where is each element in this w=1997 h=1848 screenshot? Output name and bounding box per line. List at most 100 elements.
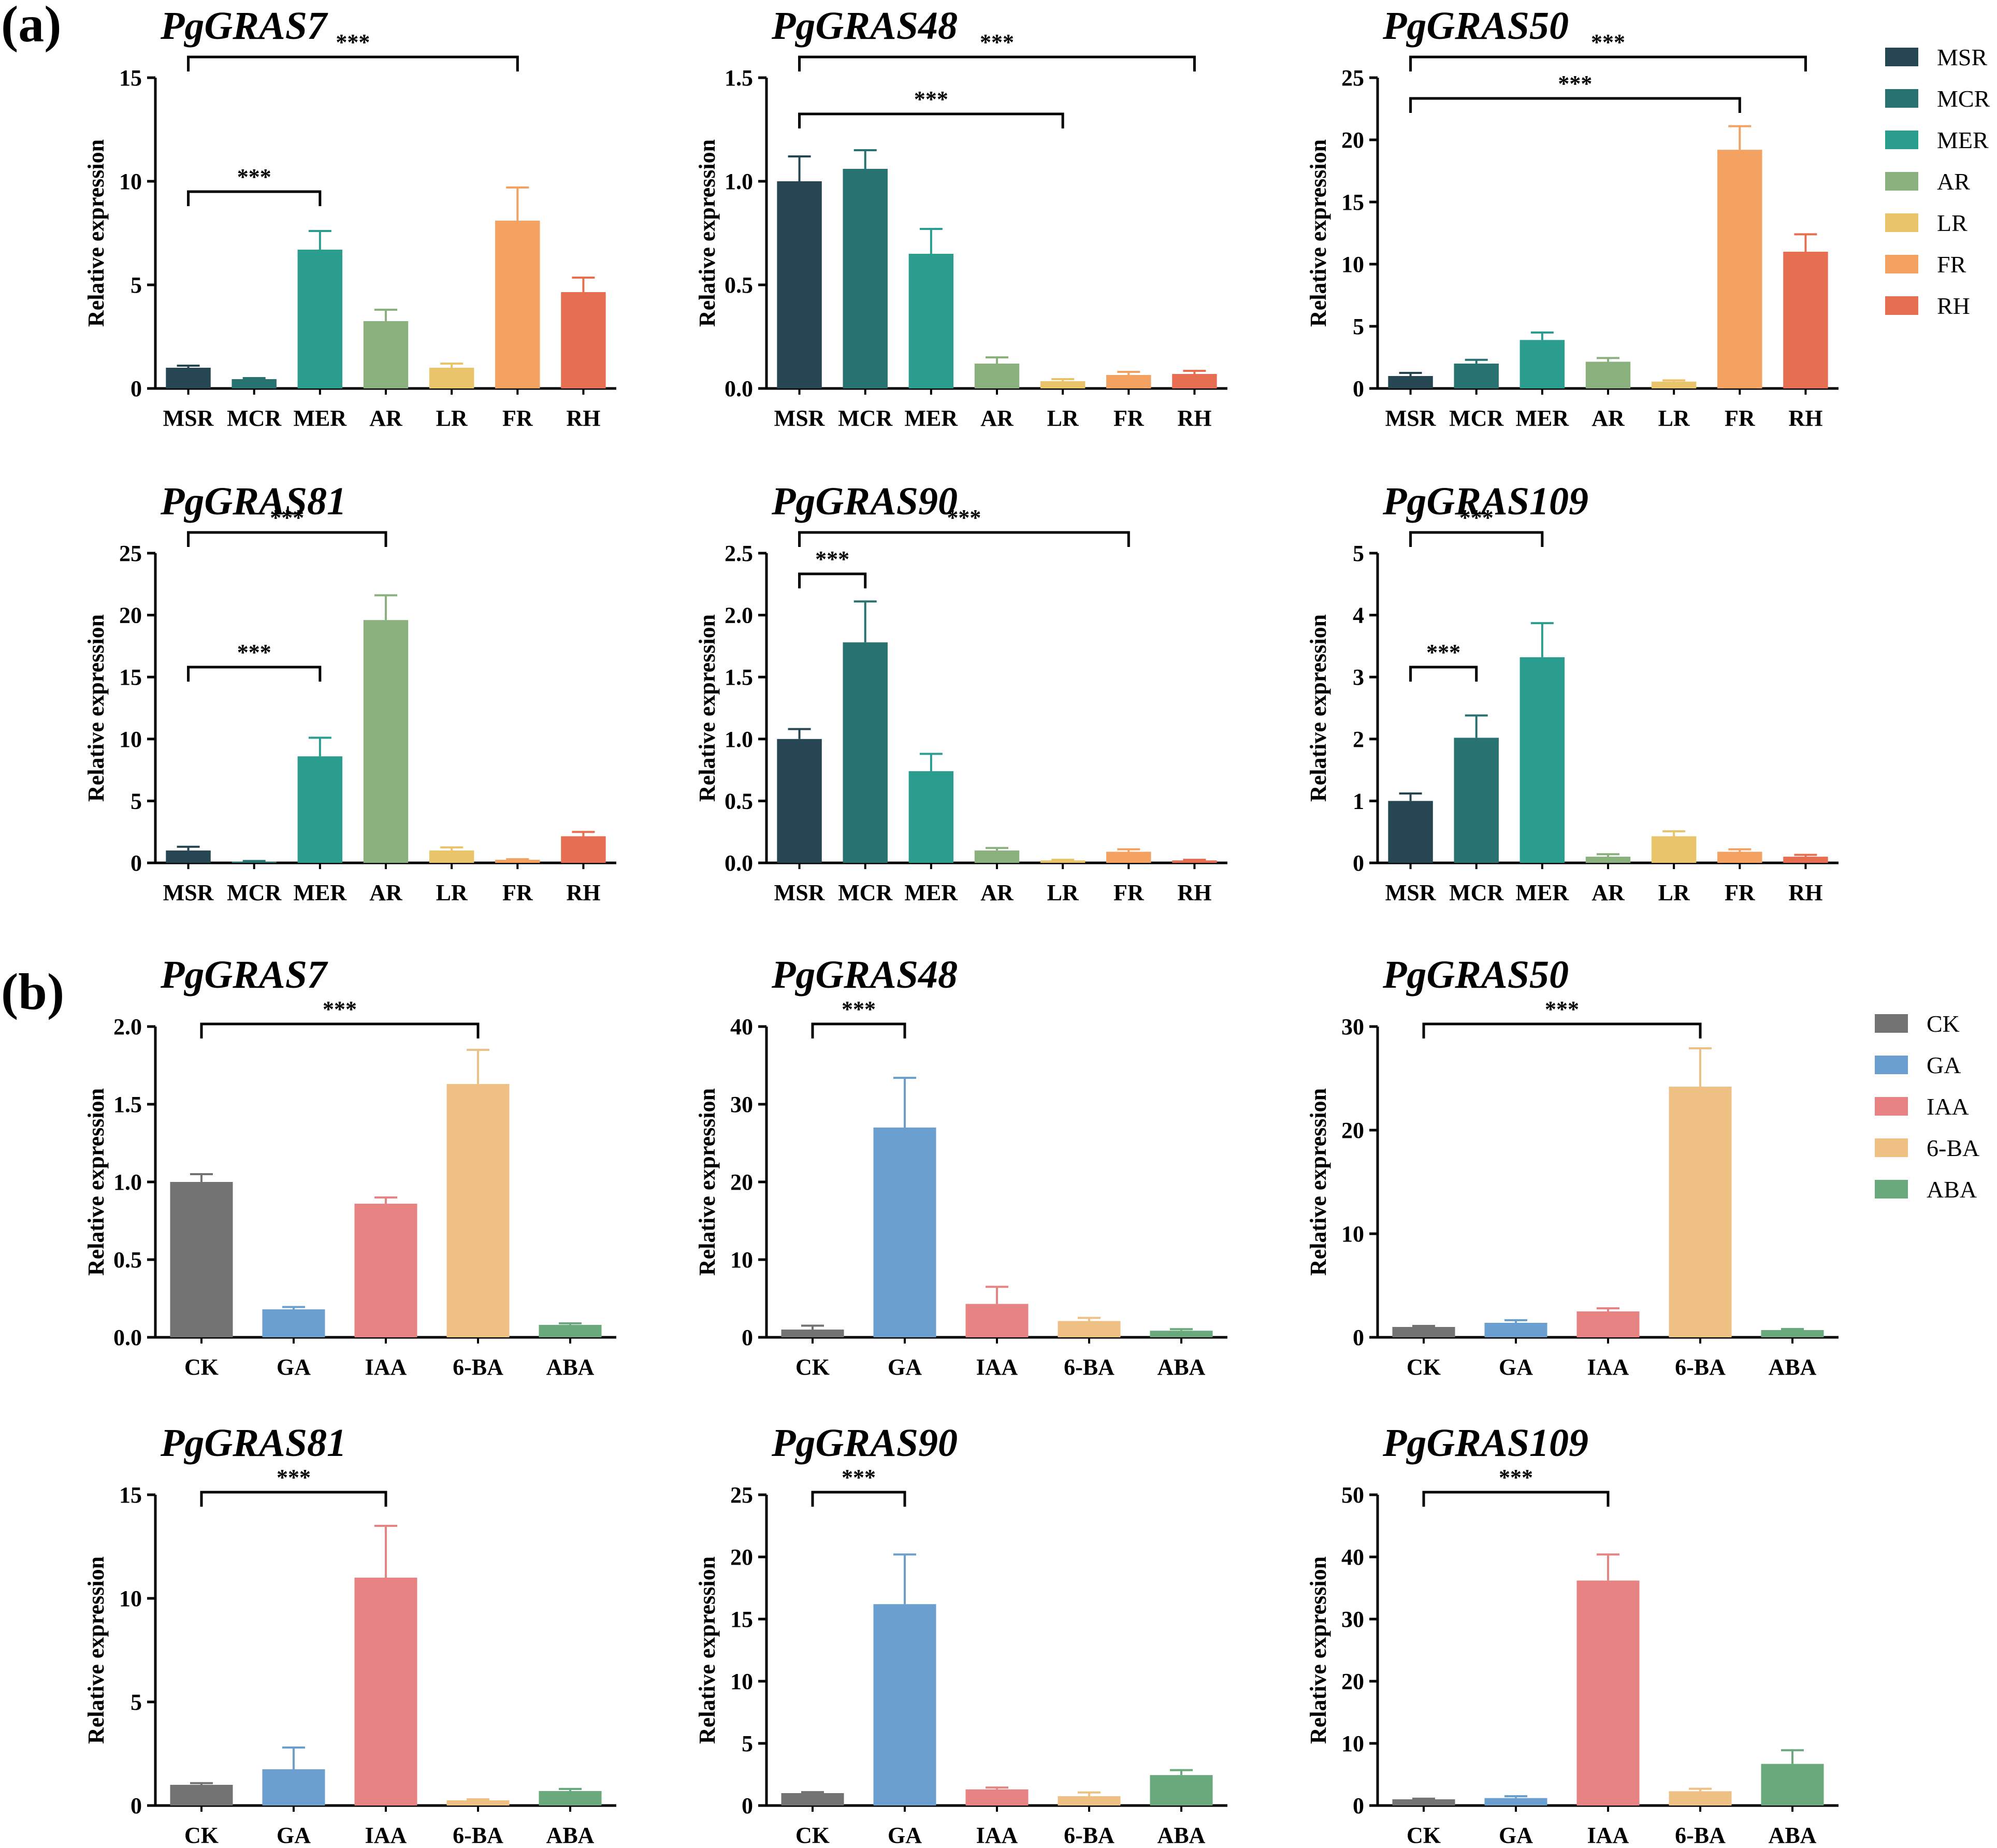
y-tick-label: 0.5 [113, 1247, 142, 1273]
chart-title: PgGRAS109 [1382, 1421, 1588, 1465]
bar-iaa [354, 1578, 417, 1806]
legend-swatch-rh [1885, 296, 1918, 315]
bar-iaa [1576, 1311, 1640, 1337]
bar-ga [873, 1128, 936, 1337]
significance-label: *** [323, 997, 357, 1022]
x-tick-label-aba: ABA [1769, 1354, 1817, 1380]
chart-title: PgGRAS109 [1382, 480, 1588, 523]
legend-label-mer: MER [1937, 127, 1989, 153]
y-tick-label: 25 [730, 1482, 753, 1508]
y-tick-label: 10 [119, 1586, 142, 1611]
chart-b-pggras109: PgGRAS109 Relative expression 0 10 20 30 40 50 C… [1306, 1421, 1839, 1848]
x-tick-label-aba: ABA [546, 1823, 595, 1848]
x-tick-label-msr: MSR [163, 880, 214, 905]
bar-ga [1484, 1323, 1547, 1337]
significance-label: *** [1591, 30, 1625, 55]
bar-fr [1106, 375, 1151, 388]
bar-mer [1520, 657, 1565, 863]
x-tick-label-iaa: IAA [1587, 1354, 1629, 1380]
bar-mer [297, 756, 343, 863]
bar-ar [974, 850, 1020, 863]
significance-label: *** [1499, 1465, 1533, 1490]
bar-ga [262, 1769, 325, 1806]
legend-swatch-aba [1875, 1180, 1908, 1199]
x-tick-label-mer: MER [905, 406, 959, 431]
y-tick-label: 3 [1353, 665, 1364, 690]
x-tick-label-aba: ABA [1769, 1823, 1817, 1848]
chart-b-pggras50: PgGRAS50 Relative expression 0 10 20 30 CK GA IA… [1306, 953, 1839, 1380]
y-tick-label: 0 [1353, 850, 1364, 876]
bar-iaa [965, 1304, 1029, 1337]
x-tick-label-msr: MSR [774, 406, 826, 431]
legend-swatch-mcr [1885, 89, 1918, 108]
x-tick-label-rh: RH [1788, 880, 1822, 905]
y-tick-label: 2 [1353, 727, 1364, 752]
chart-title: PgGRAS48 [771, 953, 958, 997]
y-tick-label: 5 [1353, 314, 1364, 339]
x-tick-label-aba: ABA [1157, 1823, 1206, 1848]
significance-bracket [811, 1022, 906, 1038]
bar-rh [1783, 857, 1828, 863]
y-tick-label: 10 [1341, 252, 1364, 277]
legend-b: CK GA IAA 6-BA ABA [1875, 1010, 1979, 1203]
x-tick-label-ck: CK [184, 1354, 219, 1380]
bar-lr [429, 368, 474, 388]
y-tick-label: 0.0 [725, 376, 753, 401]
significance-label: *** [1545, 997, 1579, 1022]
legend-label-msr: MSR [1937, 44, 1987, 70]
significance-bracket [1409, 531, 1544, 547]
x-tick-label-fr: FR [502, 880, 533, 905]
chart-title: PgGRAS81 [160, 1421, 346, 1465]
significance-bracket [811, 1491, 906, 1507]
x-tick-label-mer: MER [294, 880, 348, 905]
x-tick-label-fr: FR [1113, 880, 1145, 905]
y-tick-label: 20 [1341, 1118, 1364, 1143]
y-tick-label: 10 [1341, 1221, 1364, 1247]
y-tick-label: 1 [1353, 788, 1364, 814]
bar-ck [170, 1182, 233, 1337]
x-tick-label-msr: MSR [163, 406, 214, 431]
x-tick-label-lr: LR [1658, 406, 1690, 431]
legend-label-lr: LR [1937, 210, 1967, 236]
bar-lr [1040, 860, 1086, 863]
bar-fr [1717, 851, 1762, 863]
bar-mcr [1454, 364, 1499, 388]
x-tick-label-iaa: IAA [365, 1354, 407, 1380]
significance-label: *** [842, 997, 876, 1022]
significance-bracket [1409, 666, 1478, 682]
significance-bracket [187, 55, 519, 71]
bar-ar [363, 321, 409, 388]
legend-label-rh: RH [1937, 293, 1970, 319]
y-tick-label: 40 [1341, 1544, 1364, 1570]
chart-title: PgGRAS50 [1382, 4, 1569, 48]
y-tick-label: 20 [730, 1544, 753, 1570]
x-tick-label-iaa: IAA [976, 1823, 1018, 1848]
bar-msr [777, 739, 822, 863]
x-tick-label-mcr: MCR [1449, 406, 1504, 431]
significance-bracket [200, 1022, 480, 1038]
bar-lr [429, 850, 474, 863]
x-tick-label-lr: LR [436, 880, 468, 905]
significance-bracket [187, 190, 322, 206]
x-tick-label-lr: LR [1658, 880, 1690, 905]
y-tick-label: 2.0 [725, 603, 753, 628]
y-tick-label: 1.0 [725, 169, 753, 194]
bar-mcr [231, 379, 277, 388]
y-tick-label: 20 [1341, 1669, 1364, 1694]
x-tick-label-mer: MER [294, 406, 348, 431]
significance-label: *** [1558, 71, 1592, 96]
x-tick-label-aba: ABA [546, 1354, 595, 1380]
legend-label-ga: GA [1927, 1052, 1961, 1078]
legend-swatch-iaa [1875, 1097, 1908, 1116]
significance-label: *** [914, 86, 948, 112]
chart-title: PgGRAS48 [771, 4, 958, 48]
x-tick-label-fr: FR [1113, 406, 1145, 431]
x-tick-label-lr: LR [1047, 406, 1079, 431]
x-tick-label-ga: GA [888, 1823, 922, 1848]
x-tick-label-ar: AR [369, 406, 403, 431]
chart-b-pggras90: PgGRAS90 Relative expression 0 5 10 15 20 25 CK G… [694, 1421, 1227, 1848]
bar-iaa [965, 1789, 1029, 1806]
x-tick-label-fr: FR [1725, 880, 1756, 905]
bar-aba [539, 1325, 602, 1337]
y-axis-label: Relative expression [694, 1556, 720, 1744]
